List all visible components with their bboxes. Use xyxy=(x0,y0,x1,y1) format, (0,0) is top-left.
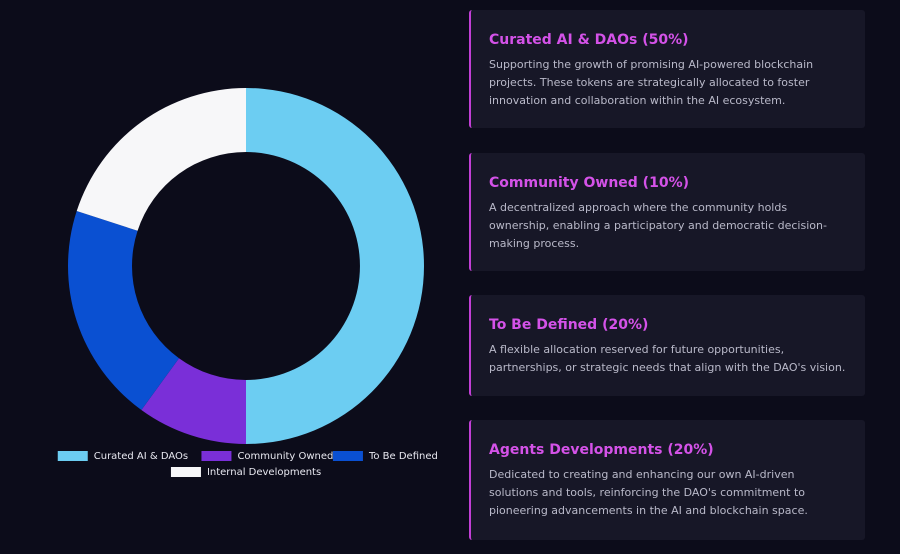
info-card: Agents Developments (20%) Dedicated to cr… xyxy=(469,420,865,540)
donut-chart: Curated AI & DAOs Community Owned To Be De… xyxy=(57,88,438,478)
donut-slice xyxy=(67,210,179,411)
legend-swatch xyxy=(57,451,88,461)
card-title: Agents Developments (20%) xyxy=(489,442,714,458)
card-title: Curated AI & DAOs (50%) xyxy=(489,32,689,48)
info-card: Community Owned (10%) A decentralized app… xyxy=(469,153,865,271)
legend-label: Internal Developments xyxy=(207,467,321,478)
legend-swatch xyxy=(332,451,363,461)
donut-slice xyxy=(246,88,424,444)
card-text: Dedicated to creating and enhancing our … xyxy=(489,468,808,517)
card-text: Supporting the growth of promising AI-po… xyxy=(489,58,814,107)
donut-slice xyxy=(141,358,246,444)
info-card: To Be Defined (20%) A flexible allocation… xyxy=(469,295,865,396)
card-title: Community Owned (10%) xyxy=(489,175,689,191)
legend-swatch xyxy=(201,451,232,461)
legend-swatch xyxy=(170,467,201,477)
card-text: A decentralized approach where the commu… xyxy=(489,201,827,250)
info-card: Curated AI & DAOs (50%) Supporting the gr… xyxy=(469,10,865,128)
legend-label: Curated AI & DAOs xyxy=(94,451,188,462)
donut-slice xyxy=(76,88,246,231)
card-title: To Be Defined (20%) xyxy=(489,317,649,333)
legend-label: Community Owned xyxy=(237,451,333,462)
legend-label: To Be Defined xyxy=(368,451,438,462)
card-text: A flexible allocation reserved for futur… xyxy=(489,343,846,374)
